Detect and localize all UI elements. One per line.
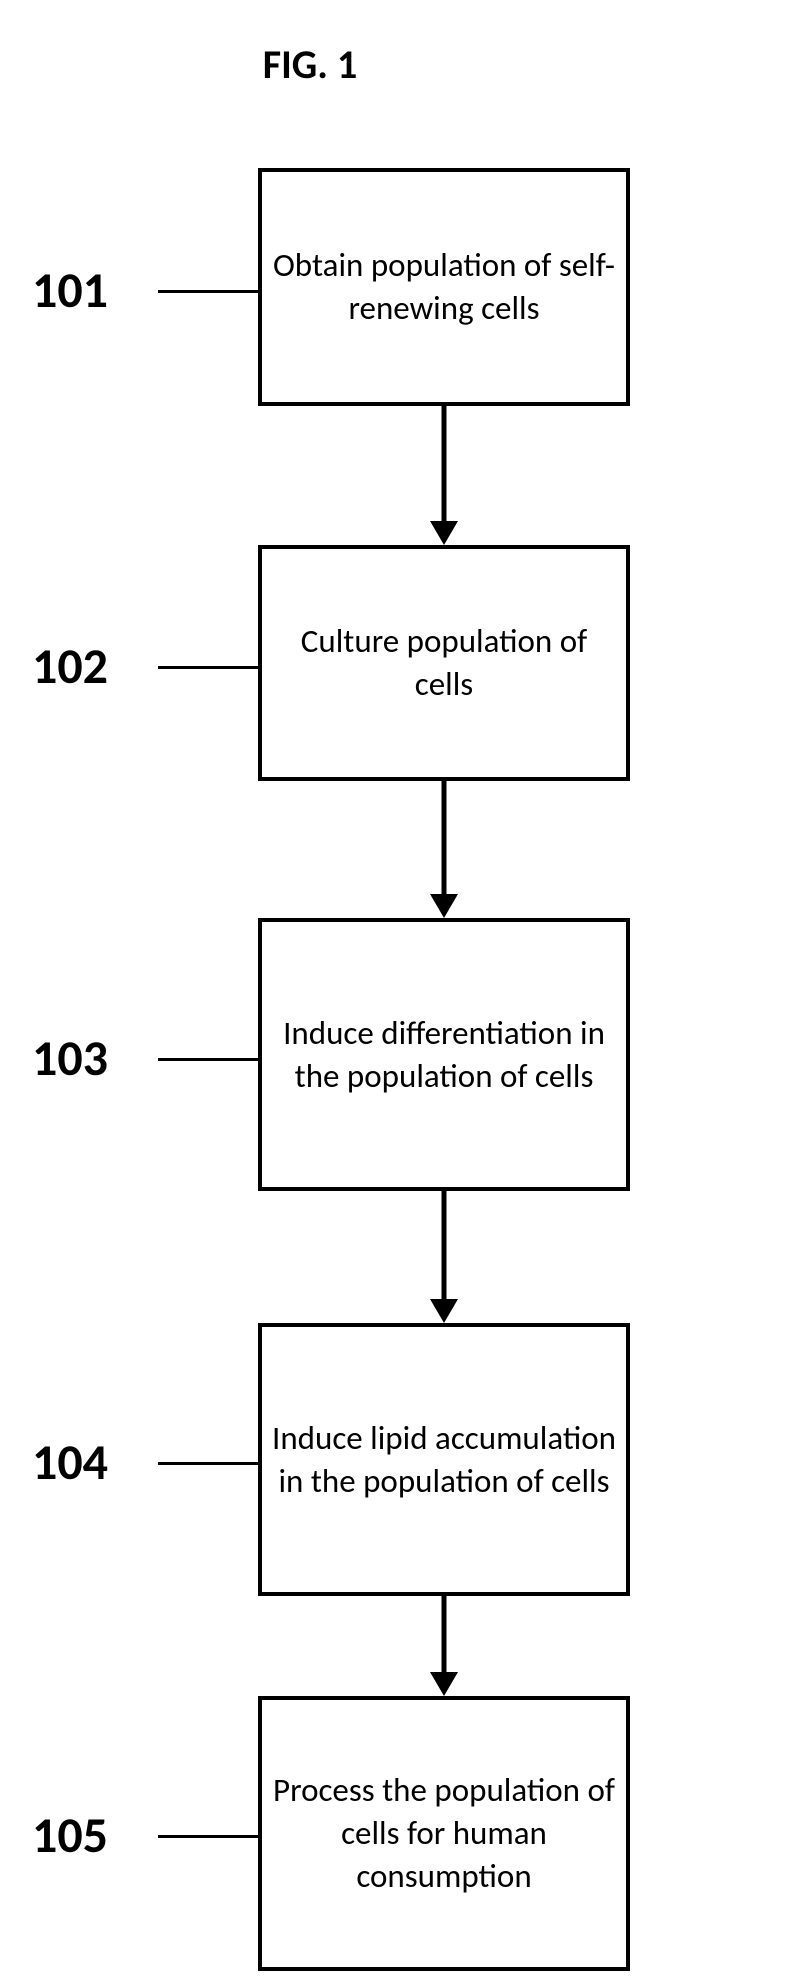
label-connector-102: [158, 666, 258, 669]
arrow-103-to-104: [424, 1191, 464, 1323]
process-box-101: Obtain population of self-renewing cells: [258, 168, 630, 406]
step-label-104: 104: [32, 1432, 108, 1493]
arrow-104-to-105: [424, 1596, 464, 1696]
process-text-104: Induce lipid accumulation in the populat…: [272, 1417, 616, 1503]
process-text-105: Process the population of cells for huma…: [272, 1769, 616, 1898]
step-label-102: 102: [32, 636, 108, 697]
label-connector-103: [158, 1058, 258, 1061]
process-box-102: Culture population of cells: [258, 545, 630, 781]
label-connector-101: [158, 290, 258, 293]
process-box-104: Induce lipid accumulation in the populat…: [258, 1323, 630, 1596]
process-box-105: Process the population of cells for huma…: [258, 1696, 630, 1971]
process-text-101: Obtain population of self-renewing cells: [272, 244, 616, 330]
label-connector-104: [158, 1462, 258, 1465]
step-label-105: 105: [32, 1805, 108, 1866]
process-text-102: Culture population of cells: [272, 620, 616, 706]
process-text-103: Induce differentiation in the population…: [272, 1012, 616, 1098]
step-label-103: 103: [32, 1028, 108, 1089]
step-label-101: 101: [32, 260, 108, 321]
label-connector-105: [158, 1835, 258, 1838]
arrow-102-to-103: [424, 781, 464, 918]
figure-title: FIG. 1: [210, 40, 410, 89]
process-box-103: Induce differentiation in the population…: [258, 918, 630, 1191]
arrow-101-to-102: [424, 406, 464, 545]
